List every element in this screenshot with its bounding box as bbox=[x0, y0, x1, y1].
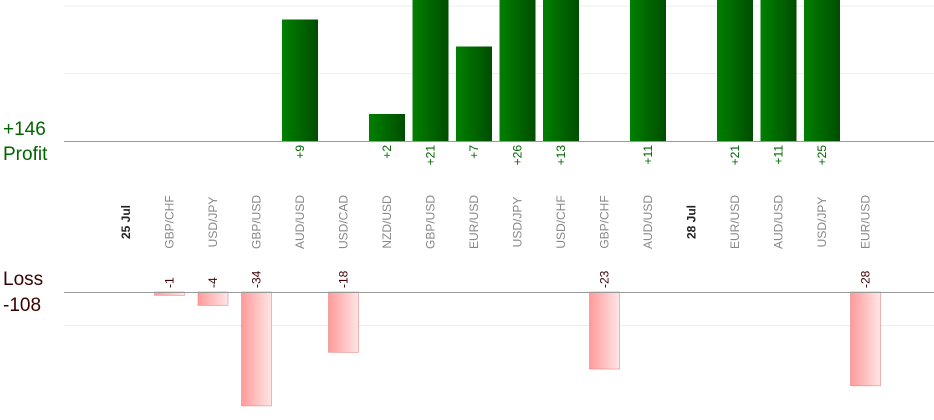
profit-value-label: +26 bbox=[511, 145, 525, 166]
profit-label: Profit bbox=[3, 144, 48, 165]
profit-bar bbox=[630, 0, 666, 141]
profit-bar bbox=[456, 46, 492, 141]
category-label: GBP/CHF bbox=[598, 195, 612, 248]
profit-bar bbox=[717, 0, 753, 141]
category-label: USD/CAD bbox=[337, 195, 351, 249]
category-label: USD/JPY bbox=[206, 197, 220, 248]
category-label: USD/JPY bbox=[815, 197, 829, 248]
category-label: AUD/USD bbox=[772, 195, 786, 249]
loss-bar bbox=[850, 291, 881, 387]
category-label: GBP/USD bbox=[250, 195, 264, 249]
profit-bar bbox=[412, 0, 449, 141]
profit-bar bbox=[760, 0, 797, 141]
gridlines bbox=[64, 5, 934, 326]
profit-value-label: +25 bbox=[815, 145, 829, 166]
profit-value-label: +21 bbox=[424, 145, 438, 166]
profit-value-label: +11 bbox=[641, 145, 655, 165]
loss-value-label: -18 bbox=[337, 270, 351, 288]
profit-value-label: +13 bbox=[554, 145, 568, 166]
profit-value-label: +7 bbox=[467, 145, 481, 159]
loss-bar bbox=[197, 291, 229, 306]
loss-value-label: -23 bbox=[598, 270, 612, 288]
loss-label: Loss bbox=[3, 269, 44, 290]
profit-bar bbox=[499, 0, 536, 141]
category-label: USD/JPY bbox=[511, 197, 525, 248]
category-label: GBP/CHF bbox=[163, 195, 177, 248]
labels: 25 Jul GBP/CHF -1 USD/JPY -4 GBP/USD -34 AUD/US… bbox=[119, 145, 873, 288]
loss-value-label: -4 bbox=[206, 277, 220, 288]
category-label: EUR/USD bbox=[467, 195, 481, 249]
loss-bar bbox=[241, 291, 272, 407]
profit-bar bbox=[543, 0, 579, 141]
loss-total: -108 bbox=[3, 295, 42, 316]
loss-bar bbox=[589, 291, 620, 370]
loss-bar bbox=[328, 291, 359, 353]
category-label: EUR/USD bbox=[859, 195, 873, 249]
category-label: GBP/USD bbox=[424, 195, 438, 249]
category-label: AUD/USD bbox=[641, 195, 655, 249]
profit-bar bbox=[369, 114, 405, 141]
profit-bar bbox=[804, 0, 840, 141]
category-label: USD/CHF bbox=[554, 195, 568, 248]
profit-value-label: +21 bbox=[728, 145, 742, 166]
category-label: NZD/USD bbox=[380, 195, 394, 249]
date-label: 28 Jul bbox=[685, 205, 699, 239]
date-label: 25 Jul bbox=[119, 205, 133, 239]
profit-value-label: +2 bbox=[380, 145, 394, 159]
profit-total: +146 bbox=[3, 119, 46, 140]
category-label: EUR/USD bbox=[728, 195, 742, 249]
profit-value-label: +9 bbox=[293, 145, 307, 159]
bars bbox=[154, 0, 881, 407]
loss-value-label: -1 bbox=[163, 277, 177, 288]
loss-value-label: -34 bbox=[250, 270, 264, 288]
category-label: AUD/USD bbox=[293, 195, 307, 249]
baselines bbox=[64, 141, 934, 293]
loss-value-label: -28 bbox=[859, 270, 873, 288]
profit-bar bbox=[282, 19, 318, 141]
profit-value-label: +11 bbox=[772, 145, 786, 165]
